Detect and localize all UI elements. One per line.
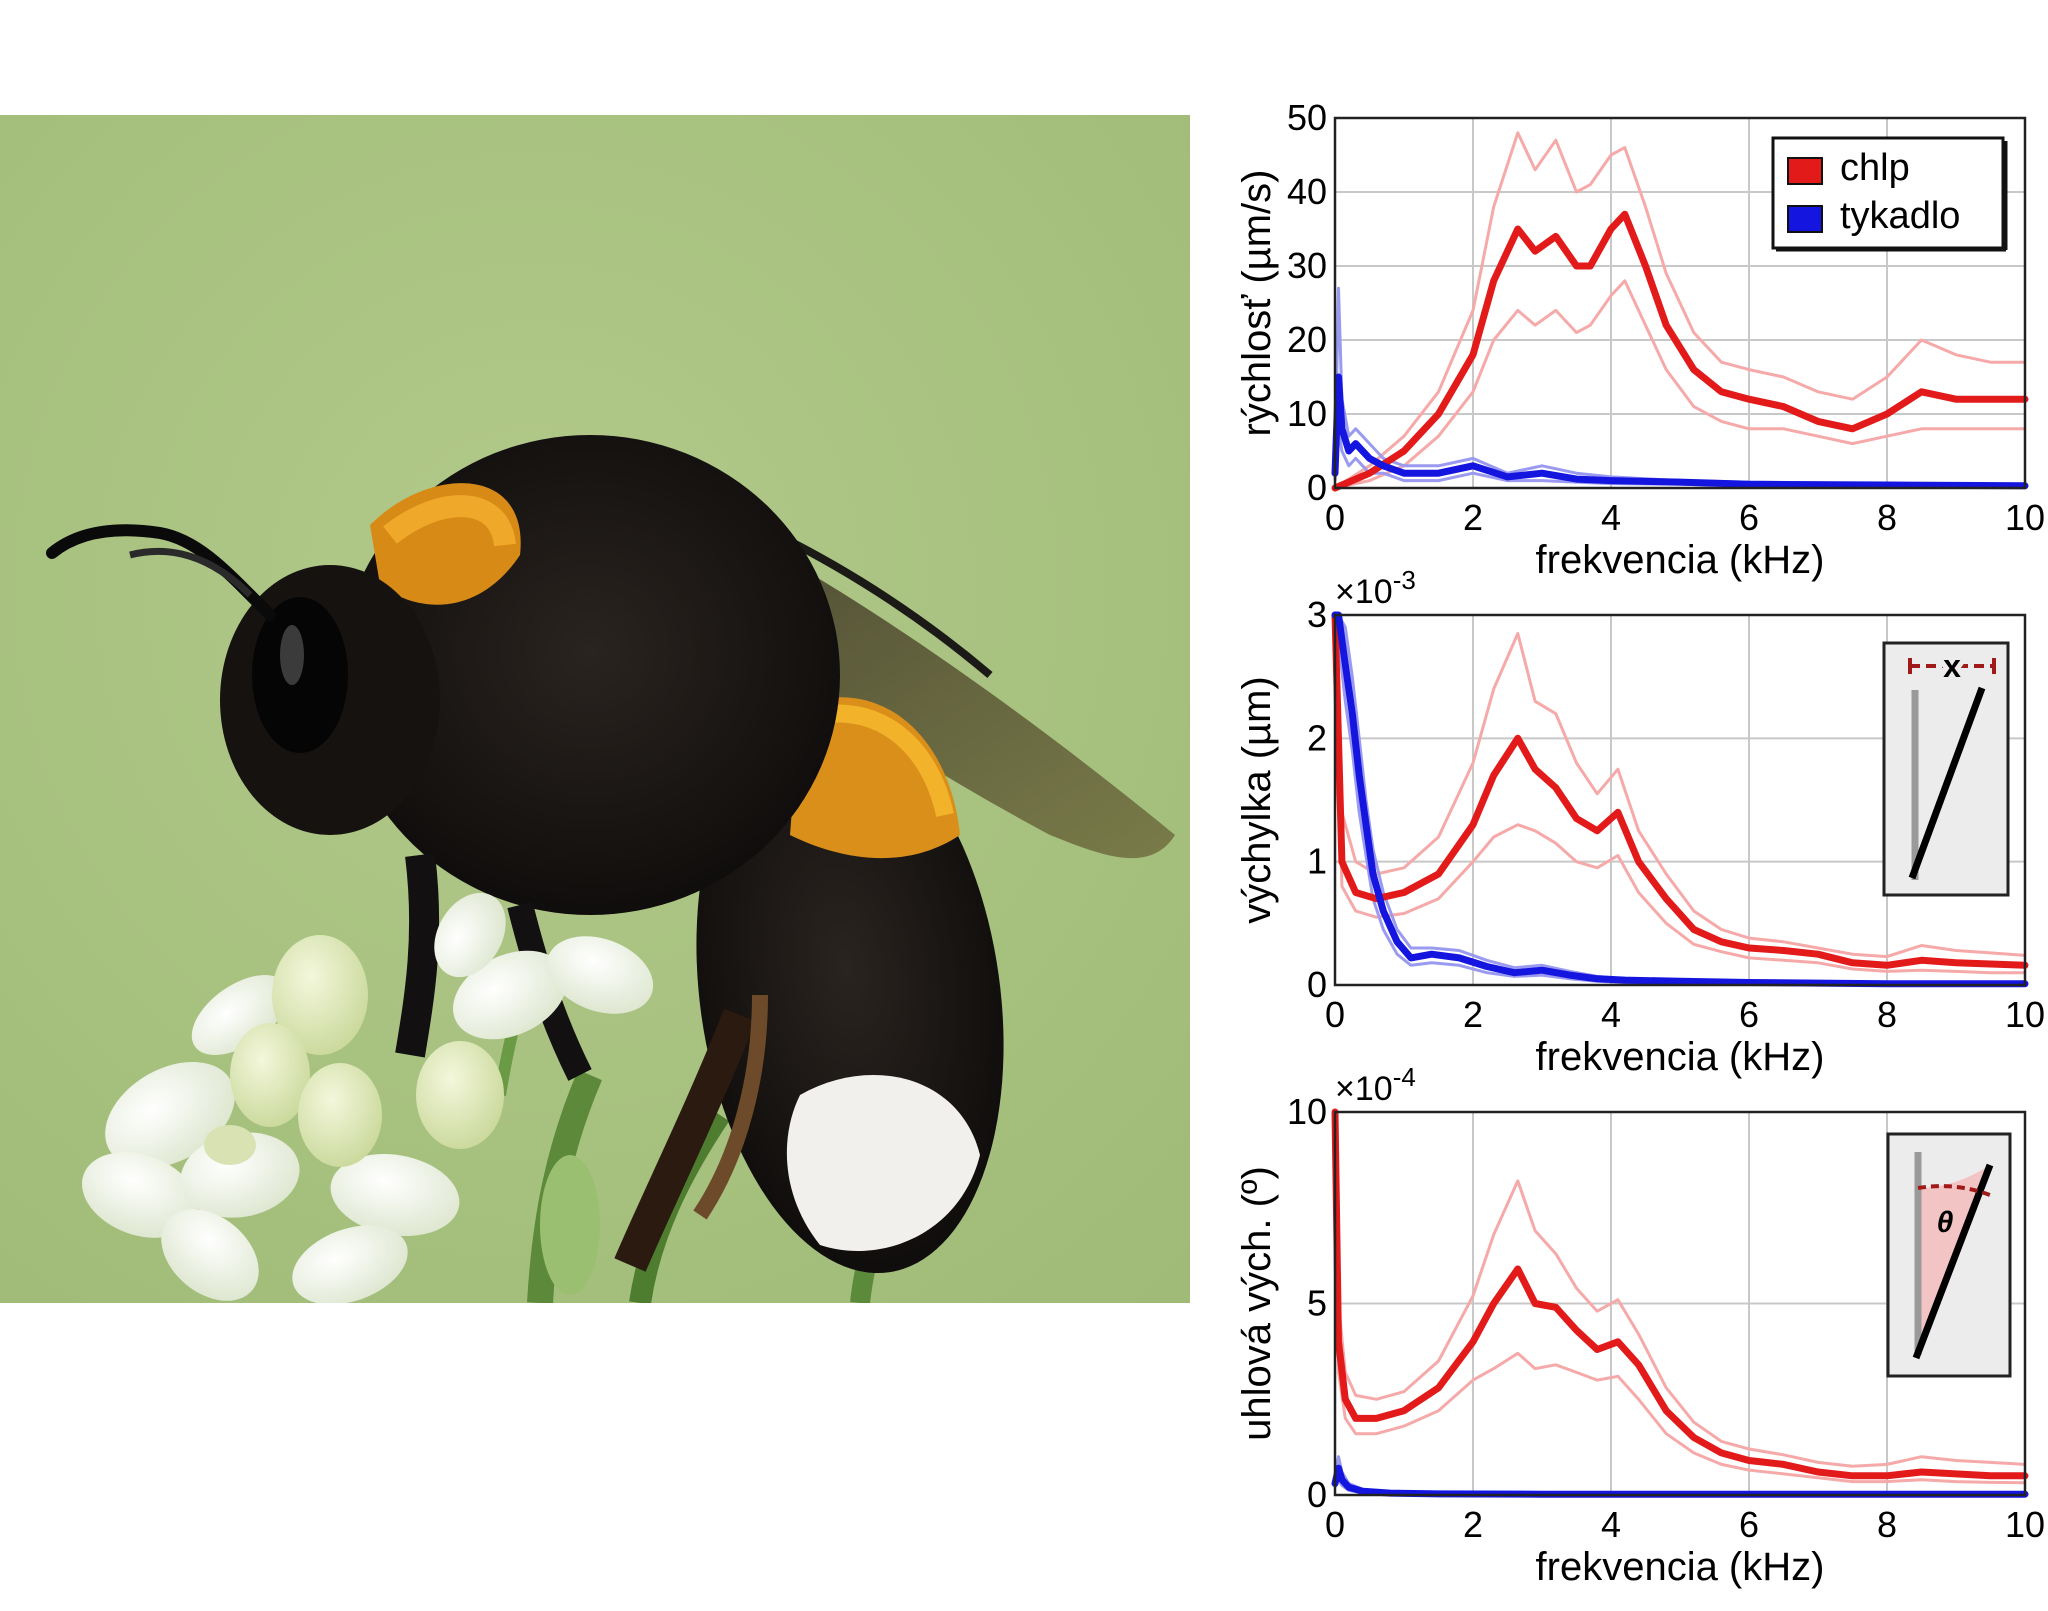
x-tick-label: 6 [1739, 1504, 1759, 1545]
x-tick-label: 10 [2005, 497, 2045, 538]
x-tick-label: 2 [1463, 497, 1483, 538]
chart-panel-1: 0 2 4 6 8 10 0 10 20 30 40 50 frekvencia (kHz) rýchlo… [1235, 97, 2045, 582]
displacement-inset: x [1882, 641, 2010, 897]
chart-panel-2: 0 2 4 6 8 10 0 1 2 3 frekvencia (kHz) výchylka (µm)… [1235, 565, 2045, 1079]
series-chlp-line [1331, 611, 2029, 969]
y-tick-label: 10 [1287, 1091, 1327, 1132]
axis-scale-factor: ×10-3 [1335, 565, 1416, 611]
scale-base: ×10 [1335, 1070, 1393, 1108]
y-axis-label: uhlová vých. (º) [1235, 1166, 1279, 1441]
series-chlp-lower-band [1333, 614, 2025, 975]
legend-swatch-tykadlo [1787, 205, 1823, 233]
series-chlp-line [1331, 210, 2029, 492]
inset-deflected-hair [1908, 686, 1986, 880]
y-tick-label: 5 [1307, 1283, 1327, 1324]
y-tick-label: 2 [1307, 717, 1327, 758]
inset-frame [1882, 641, 2010, 897]
scale-exponent: -4 [1393, 1062, 1416, 1092]
legend-swatch-chlp [1787, 157, 1823, 185]
x-tick-label: 4 [1601, 497, 1621, 538]
x-tick-label: 2 [1463, 1504, 1483, 1545]
y-tick-label: 10 [1287, 393, 1327, 434]
plot-frame [1333, 116, 2027, 490]
inset-x-label: x [1943, 648, 1961, 684]
x-tick-label: 4 [1601, 994, 1621, 1035]
x-tick-label: 6 [1739, 497, 1759, 538]
x-tick-label: 2 [1463, 994, 1483, 1035]
chart-panel-3: 0 2 4 6 8 10 0 5 10 frekvencia (kHz) uhlová vých. … [1235, 1062, 2045, 1589]
series-tykadlo-line [1331, 373, 2029, 490]
series-chlp-upper-band [1334, 131, 2025, 490]
inset-angle-arc [1917, 1184, 1991, 1197]
series-chlp-line [1331, 1108, 2029, 1480]
y-tick-label: 0 [1307, 1474, 1327, 1515]
series-chlp-upper-band [1333, 614, 2026, 959]
series-chlp-upper-band [1333, 1111, 2026, 1468]
y-tick-label: 20 [1287, 319, 1327, 360]
x-tick-label: 8 [1877, 1504, 1897, 1545]
series-chlp-lower-band [1334, 279, 2025, 490]
series-chlp-lower-band [1333, 1111, 2026, 1485]
y-tick-label: 40 [1287, 171, 1327, 212]
bumblebee-photo [0, 115, 1190, 1303]
y-tick-label: 3 [1307, 594, 1327, 635]
x-tick-label: 0 [1325, 497, 1345, 538]
x-axis-label: frekvencia (kHz) [1536, 1035, 1825, 1079]
x-tick-label: 10 [2005, 994, 2045, 1035]
legend: chlp tykadlo [1771, 136, 2008, 252]
angle-inset: θ [1886, 1132, 2012, 1378]
plot-frame [1333, 613, 2027, 987]
inset-theta-label: θ [1937, 1206, 1954, 1239]
axis-scale-factor: ×10-4 [1335, 1062, 1416, 1108]
x-tick-label: 10 [2005, 1504, 2045, 1545]
inset-deflected-hair [1912, 1163, 1994, 1360]
x-tick-label: 6 [1739, 994, 1759, 1035]
y-tick-label: 30 [1287, 245, 1327, 286]
y-axis-label: rýchlosť (µm/s) [1235, 170, 1279, 437]
legend-label-chlp: chlp [1840, 147, 1910, 189]
x-tick-label: 0 [1325, 1504, 1345, 1545]
scale-base: ×10 [1335, 573, 1393, 611]
x-tick-label: 8 [1877, 497, 1897, 538]
scale-exponent: -3 [1393, 565, 1416, 595]
x-tick-label: 8 [1877, 994, 1897, 1035]
y-tick-label: 1 [1307, 841, 1327, 882]
y-tick-label: 0 [1307, 467, 1327, 508]
x-tick-label: 4 [1601, 1504, 1621, 1545]
x-axis-label: frekvencia (kHz) [1536, 538, 1825, 582]
y-axis-label: výchylka (µm) [1235, 676, 1279, 924]
y-tick-label: 0 [1307, 964, 1327, 1005]
x-axis-label: frekvencia (kHz) [1536, 1545, 1825, 1589]
y-tick-label: 50 [1287, 97, 1327, 138]
plot-frame [1333, 1110, 2027, 1497]
series-tykadlo-line [1331, 611, 2029, 988]
x-tick-label: 0 [1325, 994, 1345, 1035]
legend-label-tykadlo: tykadlo [1840, 195, 1960, 237]
